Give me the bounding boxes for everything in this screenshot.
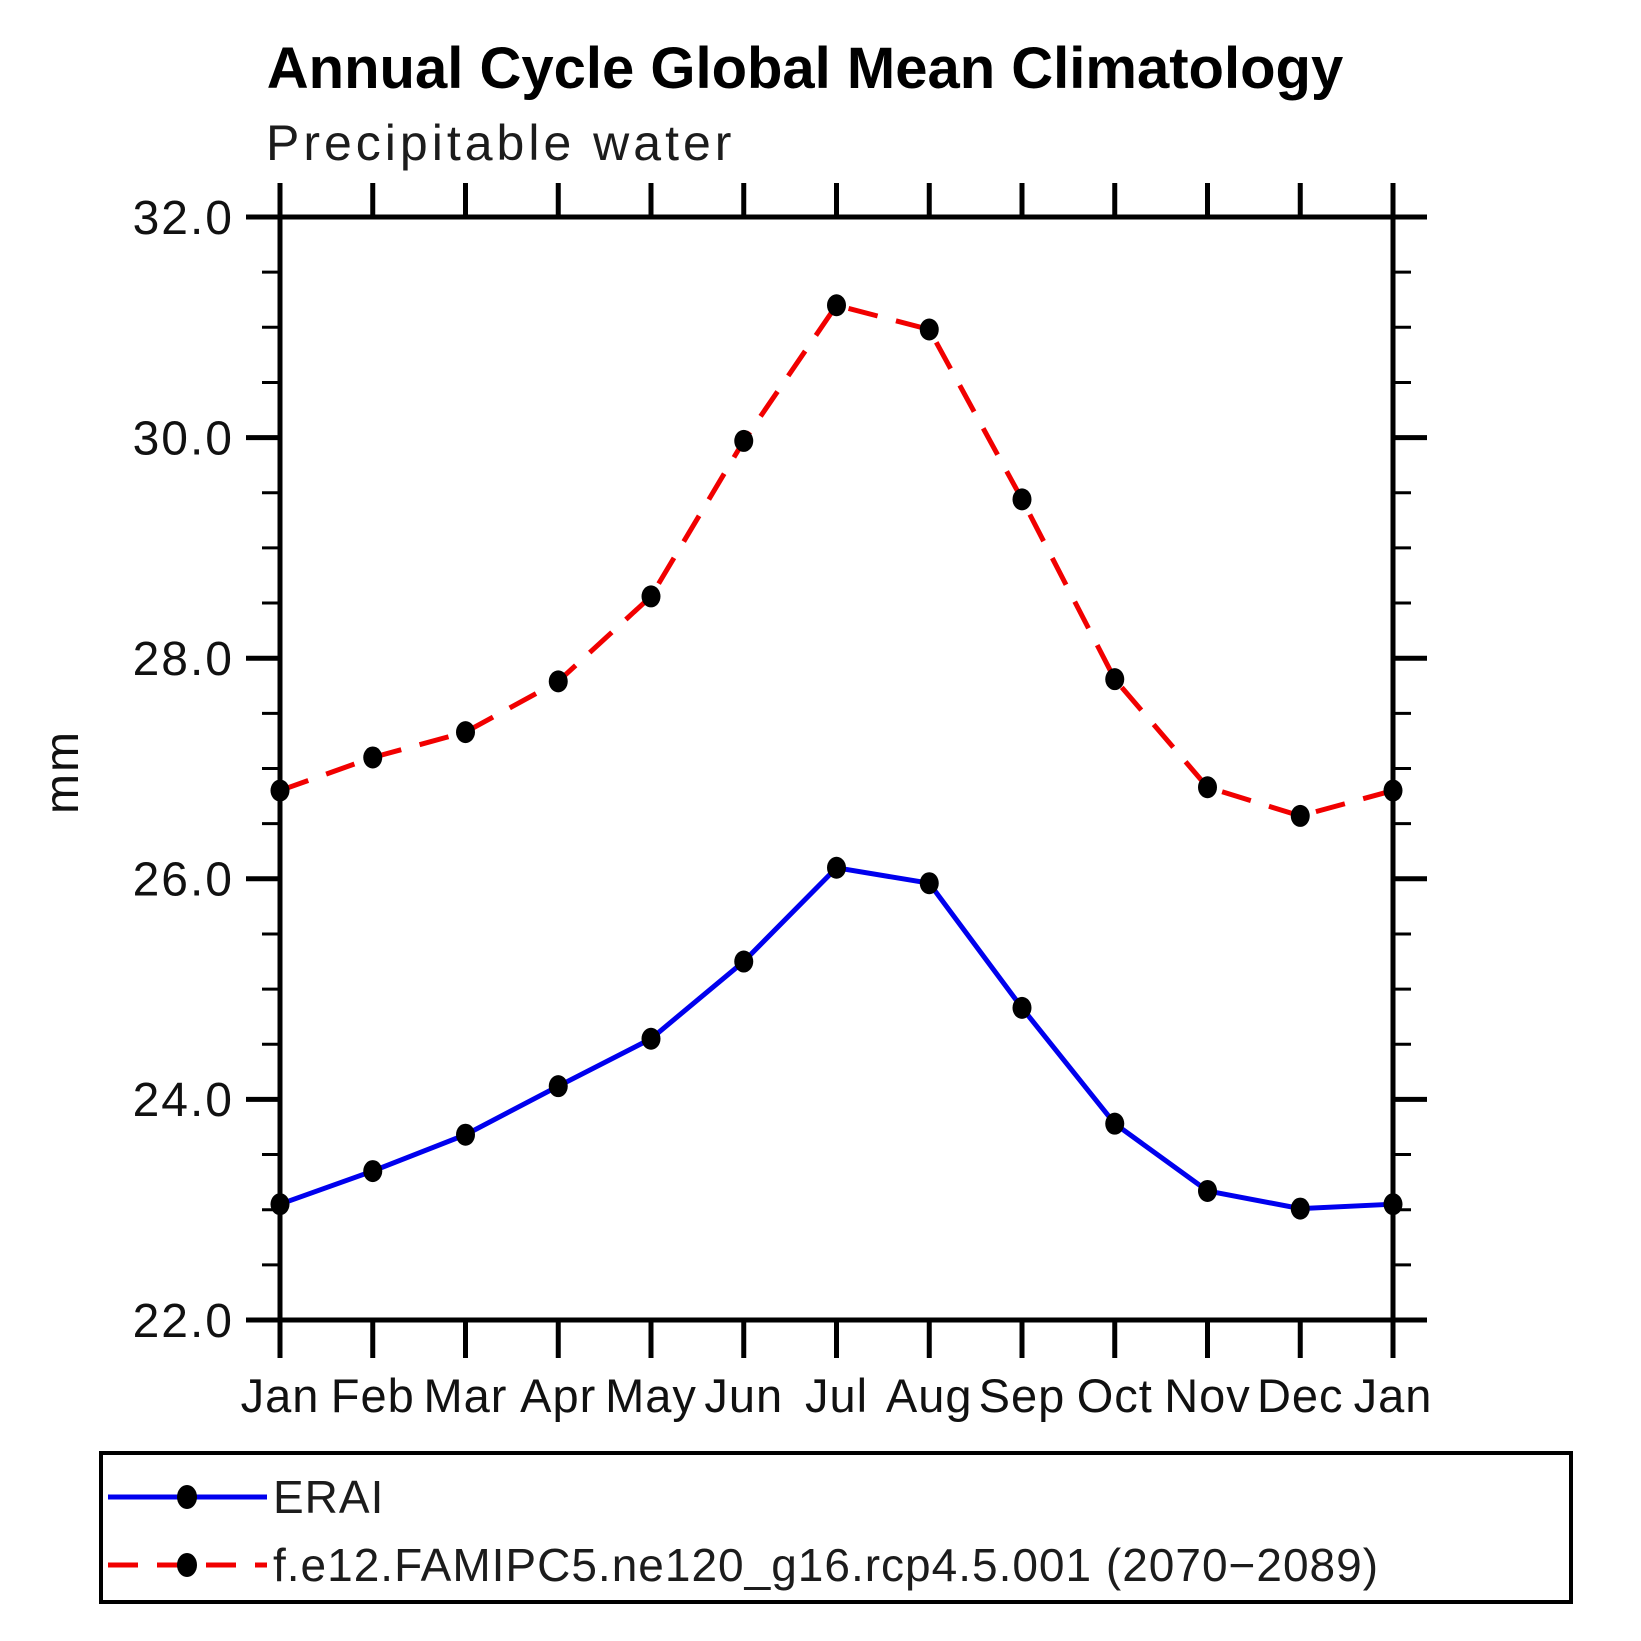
x-tick-label: Sep bbox=[979, 1369, 1066, 1422]
axis-frame bbox=[277, 214, 1396, 1323]
data-point-marker bbox=[456, 721, 475, 744]
data-point-marker bbox=[919, 872, 939, 895]
x-tick-label: Oct bbox=[1077, 1369, 1153, 1422]
x-tick-label: Apr bbox=[520, 1369, 596, 1422]
chart-title: Annual Cycle Global Mean Climatology bbox=[267, 36, 1343, 101]
data-point-marker bbox=[1105, 1112, 1125, 1135]
data-point-marker bbox=[270, 779, 290, 802]
data-point-marker bbox=[363, 1160, 383, 1183]
data-point-marker bbox=[1290, 1197, 1310, 1220]
series-line-model bbox=[279, 302, 1394, 819]
legend-box bbox=[99, 1451, 1573, 1604]
x-tick-label: Jul bbox=[805, 1369, 868, 1422]
data-point-marker bbox=[734, 950, 754, 973]
y-tick-label: 22.0 bbox=[133, 1295, 234, 1348]
x-tick-label: Jun bbox=[704, 1369, 783, 1422]
data-point-marker bbox=[270, 1193, 290, 1216]
data-point-marker bbox=[641, 1027, 661, 1050]
data-point-marker bbox=[1105, 668, 1125, 691]
series-line-erai bbox=[279, 865, 1394, 1212]
data-point-marker bbox=[1012, 488, 1032, 511]
y-tick-label: 24.0 bbox=[133, 1074, 234, 1127]
legend-item-erai: ERAI bbox=[108, 1471, 384, 1523]
plot-area: Jan Feb Mar Apr May Jun Jul Aug Sep Oct Nov Dec Jan2… bbox=[133, 183, 1433, 1422]
legend-marker-dot bbox=[177, 1485, 197, 1509]
data-point-marker bbox=[1383, 1193, 1403, 1216]
data-point-marker bbox=[641, 585, 661, 608]
data-point-marker bbox=[1012, 996, 1032, 1019]
y-tick-label: 32.0 bbox=[133, 192, 234, 245]
legend-label-model: f.e12.FAMIPC5.ne120_g16.rcp4.5.001 (2070… bbox=[273, 1539, 1379, 1591]
data-point-marker bbox=[456, 1123, 475, 1146]
legend-label-erai: ERAI bbox=[273, 1471, 384, 1523]
x-tick-label: Mar bbox=[424, 1369, 508, 1422]
data-point-marker bbox=[1290, 804, 1310, 827]
legend: ERAI f.e12.FAMIPC5.ne120_g16.rcp4.5.001 … bbox=[99, 1451, 1573, 1604]
y-axis-label: mm bbox=[36, 730, 89, 814]
data-point-marker bbox=[827, 856, 846, 879]
data-point-marker bbox=[1198, 1179, 1217, 1202]
data-point-marker bbox=[548, 670, 568, 693]
x-tick-label: Feb bbox=[331, 1369, 415, 1422]
y-tick-label: 28.0 bbox=[133, 633, 234, 686]
legend-item-model: f.e12.FAMIPC5.ne120_g16.rcp4.5.001 (2070… bbox=[108, 1539, 1379, 1591]
data-point-marker bbox=[1198, 776, 1217, 799]
data-point-marker bbox=[548, 1075, 568, 1098]
chart-subtitle: Precipitable water bbox=[266, 115, 735, 171]
data-point-marker bbox=[827, 294, 846, 317]
data-point-marker bbox=[734, 429, 754, 452]
legend-marker-dot bbox=[177, 1553, 197, 1577]
y-tick-label: 26.0 bbox=[133, 854, 234, 907]
data-point-marker bbox=[1383, 779, 1403, 802]
x-tick-label: Dec bbox=[1257, 1369, 1344, 1422]
x-tick-label: Jan bbox=[241, 1369, 320, 1422]
x-tick-label: May bbox=[605, 1369, 697, 1422]
data-point-marker bbox=[363, 746, 383, 769]
x-tick-label: Aug bbox=[886, 1369, 973, 1422]
x-tick-label: Jan bbox=[1354, 1369, 1433, 1422]
data-point-marker bbox=[919, 318, 939, 341]
y-tick-label: 30.0 bbox=[133, 412, 234, 465]
x-tick-label: Nov bbox=[1164, 1369, 1251, 1422]
